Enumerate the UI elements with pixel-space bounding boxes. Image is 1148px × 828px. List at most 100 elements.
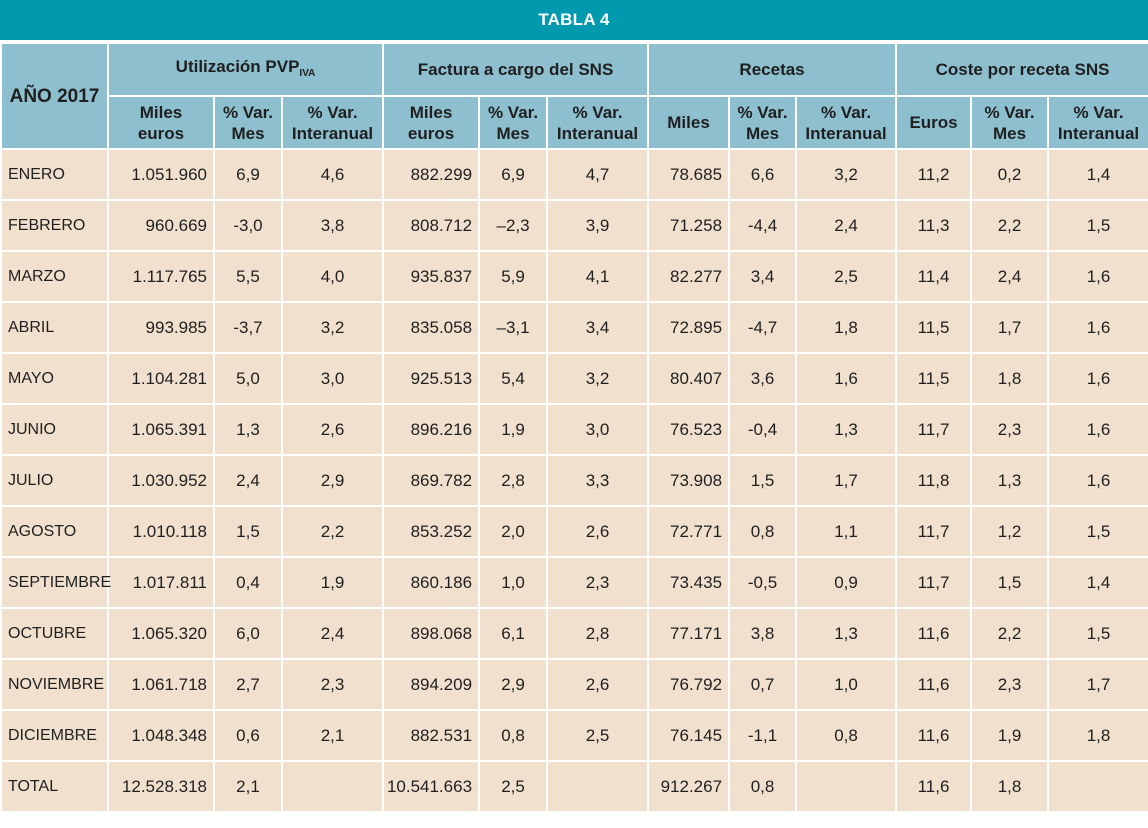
value-cell: 1,7 <box>970 301 1050 354</box>
group-header-utilizacion: Utilización PVPIVA <box>106 42 385 97</box>
value-cell: 2,2 <box>970 199 1050 252</box>
subcolumn-header-line: Mes <box>745 123 780 143</box>
value-cell: 0,8 <box>728 760 798 813</box>
value-cell: 1,3 <box>213 403 283 456</box>
value-cell: 11,2 <box>895 148 973 201</box>
value-cell: 1,8 <box>970 352 1050 405</box>
header-group-row: AÑO 2017 Utilización PVPIVA Factura a ca… <box>0 42 1148 150</box>
value-cell <box>795 760 898 813</box>
value-cell: 935.837 <box>382 250 481 303</box>
subcolumn-header-line: Mes <box>992 123 1027 143</box>
subcolumn-header-line: Interanual <box>291 123 374 143</box>
value-cell: 82.277 <box>647 250 731 303</box>
value-cell: 0,9 <box>795 556 898 609</box>
value-cell: 11,6 <box>895 709 973 762</box>
value-cell: 3,0 <box>546 403 650 456</box>
value-cell: 2,4 <box>280 607 385 660</box>
value-cell: 1,8 <box>1047 709 1148 762</box>
month-label: TOTAL <box>0 760 109 813</box>
subcolumn-header: Miles <box>647 95 731 150</box>
subcolumn-header: Miles euros <box>107 95 215 150</box>
table-row: JULIO 1.030.952 2,4 2,9 869.782 2,8 3,3 73.908 1… <box>0 454 1148 507</box>
value-cell: 5,9 <box>478 250 549 303</box>
month-label: OCTUBRE <box>0 607 109 660</box>
value-cell: 1,7 <box>795 454 898 507</box>
value-cell: 1,6 <box>1047 301 1148 354</box>
table-body: ENERO 1.051.960 6,9 4,6 882.299 6,9 4,7 78.685 6… <box>0 148 1148 813</box>
value-cell: 1,4 <box>1047 148 1148 201</box>
value-cell: 882.531 <box>382 709 481 762</box>
value-cell: -3,7 <box>213 301 283 354</box>
value-cell: 896.216 <box>382 403 481 456</box>
value-cell: 2,3 <box>970 403 1050 456</box>
value-cell: 0,4 <box>213 556 283 609</box>
table-row: MAYO 1.104.281 5,0 3,0 925.513 5,4 3,2 80.407 3,… <box>0 352 1148 405</box>
subcolumn-header-line: Miles <box>139 102 183 122</box>
value-cell: 1.051.960 <box>107 148 215 201</box>
value-cell: 6,9 <box>478 148 549 201</box>
value-cell: 11,7 <box>895 505 973 558</box>
value-cell: 1,0 <box>478 556 549 609</box>
value-cell: 1,0 <box>795 658 898 711</box>
value-cell: 912.267 <box>647 760 731 813</box>
group-header-recetas: Recetas <box>647 42 898 97</box>
subcolumn-header-line: % Var. <box>572 102 623 122</box>
value-cell: 12.528.318 <box>107 760 215 813</box>
value-cell: 6,0 <box>213 607 283 660</box>
value-cell: 4,0 <box>280 250 385 303</box>
group-header-coste: Coste por receta SNS <box>895 42 1148 97</box>
value-cell: 4,6 <box>280 148 385 201</box>
value-cell: 76.792 <box>647 658 731 711</box>
subcolumn-header-line: Mes <box>231 123 265 143</box>
value-cell: 2,8 <box>546 607 650 660</box>
subcolumn-header: Miles euros <box>382 95 481 150</box>
value-cell: 925.513 <box>382 352 481 405</box>
value-cell <box>280 760 385 813</box>
value-cell: 2,2 <box>970 607 1050 660</box>
value-cell: 2,3 <box>280 658 385 711</box>
value-cell: 853.252 <box>382 505 481 558</box>
month-label: MARZO <box>0 250 109 303</box>
value-cell: -4,7 <box>728 301 798 354</box>
month-label: DICIEMBRE <box>0 709 109 762</box>
value-cell: 1,2 <box>970 505 1050 558</box>
value-cell: 898.068 <box>382 607 481 660</box>
subcolumn-header-line: % Var. <box>307 102 358 122</box>
value-cell: 960.669 <box>107 199 215 252</box>
value-cell: 1,4 <box>1047 556 1148 609</box>
value-cell: 11,6 <box>895 760 973 813</box>
table-row: FEBRERO 960.669 -3,0 3,8 808.712 –2,3 3,9 71.25… <box>0 199 1148 252</box>
subcolumn-header-line: euros <box>137 123 185 143</box>
subcolumn-header: % Var. Mes <box>970 95 1050 150</box>
value-cell <box>1047 760 1148 813</box>
value-cell: 2,9 <box>478 658 549 711</box>
subcolumn-header: % Var. Interanual <box>546 95 650 150</box>
table-row: JUNIO 1.065.391 1,3 2,6 896.216 1,9 3,0 76.523-… <box>0 403 1148 456</box>
value-cell: 3,3 <box>546 454 650 507</box>
value-cell: 3,4 <box>546 301 650 354</box>
value-cell: 882.299 <box>382 148 481 201</box>
value-cell: 2,6 <box>546 505 650 558</box>
value-cell: 2,5 <box>546 709 650 762</box>
value-cell: 1,3 <box>795 607 898 660</box>
value-cell: 3,0 <box>280 352 385 405</box>
value-cell: 11,4 <box>895 250 973 303</box>
value-cell: 1,5 <box>1047 199 1148 252</box>
value-cell: 3,8 <box>728 607 798 660</box>
value-cell: 2,6 <box>546 658 650 711</box>
value-cell: 2,6 <box>280 403 385 456</box>
month-label: FEBRERO <box>0 199 109 252</box>
value-cell: 4,1 <box>546 250 650 303</box>
subcolumn-header: % Var. Interanual <box>280 95 385 150</box>
value-cell: 2,9 <box>280 454 385 507</box>
value-cell: 10.541.663 <box>382 760 481 813</box>
value-cell: 0,2 <box>970 148 1050 201</box>
value-cell: 2,7 <box>213 658 283 711</box>
value-cell: 1.010.118 <box>107 505 215 558</box>
value-cell: -0,5 <box>728 556 798 609</box>
group-label: Utilización PVP <box>175 56 300 76</box>
value-cell: 6,1 <box>478 607 549 660</box>
subcolumn-header-line: Interanual <box>805 123 887 143</box>
value-cell: 1.017.811 <box>107 556 215 609</box>
month-label: SEPTIEMBRE <box>0 556 111 609</box>
